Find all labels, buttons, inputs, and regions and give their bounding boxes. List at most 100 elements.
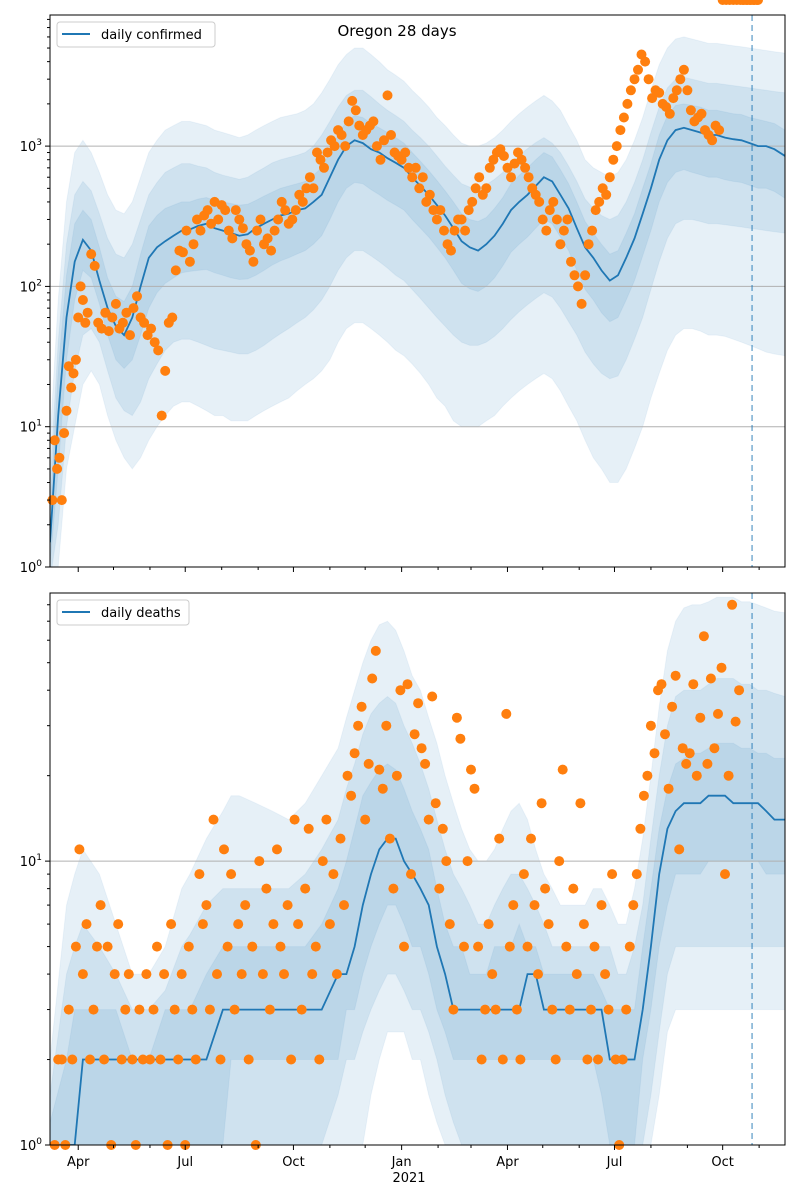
observed-point <box>85 1054 95 1065</box>
observed-point <box>86 249 97 260</box>
observed-point <box>92 941 102 952</box>
confirmed-gridlines <box>50 145 785 428</box>
observed-point <box>469 783 480 794</box>
deaths-observed-points <box>49 0 762 1150</box>
observed-point <box>428 205 439 216</box>
observed-point <box>691 770 702 781</box>
observed-point <box>59 428 70 439</box>
observed-point <box>643 74 654 85</box>
observed-point <box>73 312 84 323</box>
observed-point <box>441 856 452 867</box>
observed-point <box>160 365 171 376</box>
observed-point <box>615 125 626 136</box>
observed-point <box>370 645 381 656</box>
observed-point <box>716 662 727 673</box>
observed-point <box>582 1054 593 1065</box>
observed-point <box>629 74 640 85</box>
observed-point <box>635 823 646 834</box>
y-tick-base: 10 <box>20 855 37 870</box>
observed-point <box>413 698 424 709</box>
observed-point <box>677 743 688 754</box>
observed-point <box>409 729 420 740</box>
observed-point <box>109 969 120 980</box>
observed-point <box>276 196 287 207</box>
observed-point <box>554 856 565 867</box>
observed-point <box>604 172 615 183</box>
observed-point <box>463 205 474 216</box>
observed-point <box>520 162 531 173</box>
observed-point <box>569 270 580 281</box>
observed-point <box>449 225 460 236</box>
observed-point <box>56 1054 67 1065</box>
observed-point <box>257 969 268 980</box>
observed-point <box>155 1054 166 1065</box>
observed-point <box>431 214 442 225</box>
observed-point <box>290 205 301 216</box>
observed-point <box>132 291 142 302</box>
observed-point <box>675 74 686 85</box>
band-95pct <box>50 36 785 567</box>
observed-point <box>663 783 674 794</box>
observed-point <box>273 214 284 225</box>
observed-point <box>544 205 555 216</box>
observed-point <box>63 361 74 372</box>
x-tick-label: Jul <box>176 1155 193 1170</box>
x-axis-year-label: 2021 <box>392 1171 425 1186</box>
observed-point <box>407 172 418 183</box>
observed-point <box>674 844 685 855</box>
observed-point <box>681 758 692 769</box>
observed-point <box>638 790 649 801</box>
observed-point <box>349 748 360 759</box>
observed-point <box>148 1004 159 1015</box>
observed-point <box>557 764 568 775</box>
observed-point <box>455 733 466 744</box>
observed-point <box>310 941 321 952</box>
observed-point <box>223 225 234 236</box>
confirmed-x-axis <box>77 567 760 572</box>
observed-point <box>287 214 298 225</box>
observed-point <box>664 108 675 119</box>
observed-point <box>594 196 605 207</box>
observed-point <box>420 758 431 769</box>
observed-point <box>382 90 393 101</box>
observed-point <box>181 225 192 236</box>
y-tick-exponent: 1 <box>36 419 42 429</box>
observed-point <box>494 833 505 844</box>
observed-point <box>656 679 667 690</box>
observed-point <box>498 151 509 161</box>
observed-point <box>537 214 548 225</box>
median-line <box>50 126 785 543</box>
observed-point <box>649 748 660 759</box>
observed-point <box>384 833 395 844</box>
observed-point <box>416 743 427 754</box>
observed-point <box>149 337 160 348</box>
observed-point <box>146 323 157 334</box>
observed-point <box>713 708 723 719</box>
observed-point <box>410 162 421 173</box>
observed-point <box>730 716 741 727</box>
observed-point <box>508 900 519 911</box>
observed-point <box>402 679 413 690</box>
observed-point <box>466 764 476 775</box>
observed-point <box>307 969 318 980</box>
observed-point <box>660 729 670 740</box>
observed-point <box>423 814 434 825</box>
observed-point <box>328 869 339 880</box>
observed-point <box>236 969 247 980</box>
observed-point <box>70 354 81 365</box>
y-tick-exponent: 0 <box>36 559 42 569</box>
observed-point <box>324 919 335 930</box>
observed-point <box>80 317 91 328</box>
observed-point <box>353 720 364 731</box>
observed-point <box>74 844 85 855</box>
observed-point <box>590 205 601 216</box>
observed-point <box>511 1004 522 1015</box>
observed-point <box>481 183 492 194</box>
observed-point <box>103 326 114 337</box>
observed-point <box>234 214 245 225</box>
observed-point <box>137 1054 148 1065</box>
observed-point <box>575 798 586 809</box>
observed-point <box>190 1054 201 1065</box>
observed-point <box>201 900 212 911</box>
